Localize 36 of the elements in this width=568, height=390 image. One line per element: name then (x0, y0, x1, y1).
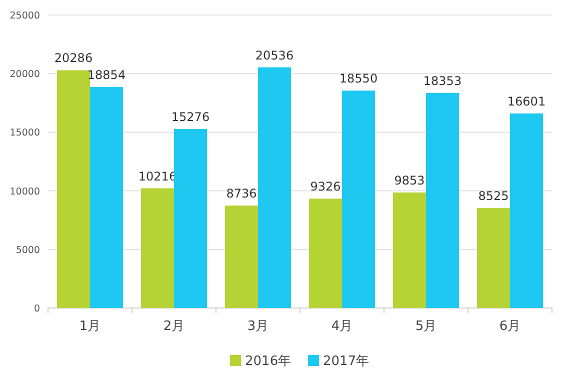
bar (510, 113, 543, 308)
bar (342, 90, 375, 308)
bar (174, 128, 207, 308)
data-label: 20286 (54, 51, 93, 66)
data-label: 20536 (255, 48, 294, 62)
bar (225, 206, 258, 308)
data-label: 9853 (394, 174, 425, 188)
y-tick-label: 15000 (10, 128, 40, 139)
bar (90, 87, 123, 308)
x-tick-label: 5月 (415, 319, 437, 334)
y-tick-label: 0 (34, 304, 40, 314)
legend-label: 2017年 (323, 354, 370, 369)
legend-label: 2016年 (245, 354, 292, 369)
data-label: 15276 (171, 110, 210, 124)
bar (309, 198, 342, 308)
x-tick-label: 4月 (331, 319, 353, 334)
bar (393, 192, 426, 308)
x-tick-label: 3月 (247, 319, 269, 334)
data-label: 9326 (310, 180, 341, 194)
y-tick-label: 5000 (16, 244, 40, 256)
x-tick-label: 2月 (163, 319, 185, 334)
bar (477, 208, 510, 308)
data-label: 16601 (507, 94, 546, 108)
data-label: 8525 (478, 189, 509, 204)
x-tick-label: 6月 (499, 319, 521, 334)
bar (141, 188, 174, 308)
bar (57, 70, 90, 308)
y-tick-label: 20000 (10, 69, 40, 80)
bar (258, 67, 291, 308)
data-label: 8736 (226, 186, 257, 201)
y-tick-label: 25000 (10, 10, 40, 22)
bar (426, 92, 459, 308)
data-label: 18550 (339, 72, 378, 86)
x-tick-label: 1月 (79, 319, 101, 334)
y-tick-label: 10000 (10, 186, 40, 198)
data-label: 18353 (423, 74, 462, 88)
